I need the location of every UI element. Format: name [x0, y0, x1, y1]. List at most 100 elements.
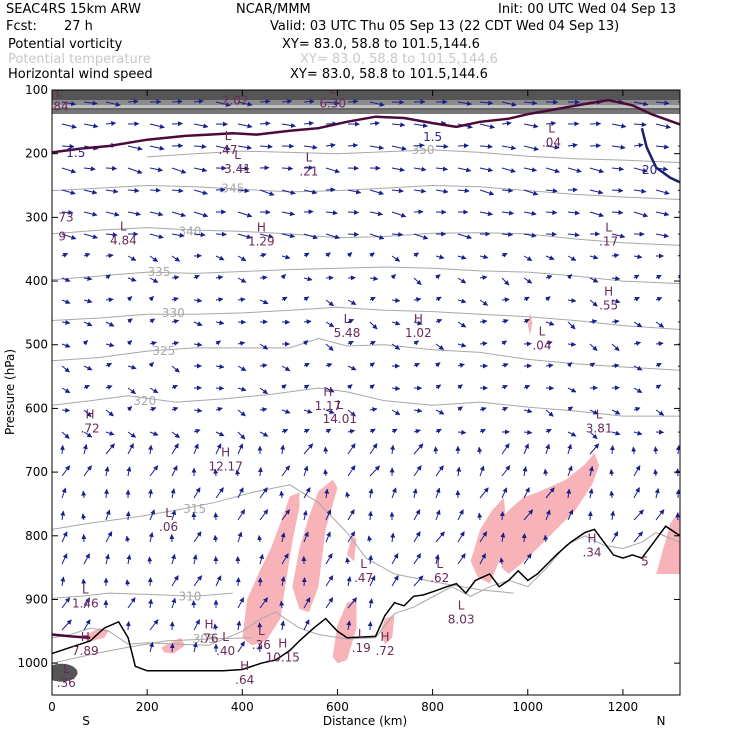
- wind-vector-204: [237, 123, 253, 129]
- theta-contour-320: [52, 387, 680, 417]
- wind-vector-588: [589, 362, 596, 368]
- wind-vector-153: [193, 144, 207, 150]
- upper-shade-band-3: [52, 90, 680, 100]
- wind-vector-412: [413, 320, 423, 326]
- wind-vector-433: [435, 274, 441, 280]
- wind-vector-243: [259, 407, 268, 413]
- wind-vector-353: [346, 620, 352, 631]
- wind-vector-39: [83, 409, 92, 418]
- wind-vector-569: [567, 387, 577, 393]
- wind-vector-500: [501, 297, 510, 303]
- wind-vector-490: [479, 553, 486, 565]
- wind-vector-335: [347, 231, 360, 237]
- wind-vector-599: [611, 166, 624, 172]
- wind-vector-669: [677, 343, 680, 345]
- wind-vector-390: [391, 343, 401, 350]
- wind-vector-311: [325, 233, 341, 240]
- wind-vector-646: [655, 274, 662, 280]
- wind-vector-299: [302, 510, 308, 521]
- wind-vector-307: [325, 142, 336, 148]
- wind-vector-521: [523, 277, 533, 284]
- wind-vector-579: [589, 167, 605, 174]
- wind-vector-496: [501, 210, 515, 216]
- wind-vector-319: [325, 409, 335, 414]
- wind-vector-647: [655, 297, 663, 302]
- wind-vector-220: [235, 469, 241, 477]
- wind-vector-613: [609, 469, 615, 477]
- wind-vector-354: [369, 101, 385, 107]
- wind-vector-624: [633, 254, 643, 260]
- wind-vector-359: [369, 211, 383, 217]
- wind-vector-439: [435, 409, 445, 415]
- wind-vector-429: [435, 188, 449, 194]
- y-axis-title: Pressure (hPa): [3, 349, 17, 435]
- wind-vector-372: [368, 488, 374, 499]
- wind-vector-296: [303, 443, 314, 455]
- wind-vector-165: [193, 408, 203, 413]
- wind-vector-105: [149, 233, 164, 239]
- wind-vector-15: [61, 431, 70, 439]
- wind-vector-549: [545, 409, 554, 417]
- wind-vector-135: [171, 319, 180, 324]
- theta-contour-350: [147, 149, 680, 164]
- wind-vector-417: [413, 429, 421, 434]
- wind-vector-35: [83, 321, 93, 327]
- y-tick-label-700: 700: [25, 465, 48, 479]
- center-title: NCAR/MMM: [236, 2, 311, 17]
- wind-vector-600: [611, 187, 624, 193]
- wind-vector-667: [677, 299, 680, 303]
- wind-vector-270: [281, 429, 289, 434]
- field-xy-pv: XY= 83.0, 58.8 to 101.5,144.6: [282, 37, 480, 52]
- wind-vector-214: [237, 341, 246, 346]
- wind-vector-142: [171, 465, 178, 477]
- wind-vector-157: [193, 232, 206, 238]
- wind-vector-341: [347, 365, 357, 371]
- wind-vector-550: [545, 428, 552, 434]
- wind-vector-125: [171, 99, 183, 105]
- wind-vector-620: [633, 167, 648, 173]
- wind-vector-221: [237, 487, 244, 499]
- wind-vector-522: [523, 296, 530, 302]
- wind-vector-567: [567, 341, 577, 347]
- wind-vector-546: [545, 340, 553, 346]
- wind-vector-58: [105, 274, 111, 280]
- wind-vector-670: [677, 365, 680, 367]
- wind-vector-230: [259, 121, 271, 127]
- wind-vector-66: [105, 443, 115, 455]
- wind-vector-304: [303, 619, 310, 631]
- wind-vector-118: [149, 509, 155, 521]
- high-low-labels: L.84L.47L3.41L.21L.04L4.84H1.29L.17H.55L…: [52, 90, 649, 690]
- wind-vector-408: [413, 233, 429, 240]
- wind-vector-329: [347, 99, 359, 105]
- wind-vector-575: [567, 509, 574, 521]
- wind-vector-395: [390, 444, 396, 455]
- wind-vector-51: [105, 120, 117, 126]
- wind-vector-331: [347, 142, 359, 148]
- hl-letter-17: L: [165, 506, 172, 520]
- wind-vector-666: [677, 274, 680, 280]
- wind-vector-269: [281, 409, 291, 414]
- wind-vector-370: [369, 443, 378, 455]
- wind-vector-93: [125, 511, 131, 521]
- pv-region-plume-a: [242, 492, 300, 646]
- wind-vector-382: [391, 167, 405, 172]
- wind-vector-562: [567, 232, 580, 238]
- wind-vector-427: [435, 143, 449, 149]
- wind-vector-128: [171, 167, 187, 174]
- wind-contour-label: 20: [642, 163, 657, 177]
- axis-label-south: S: [82, 714, 90, 728]
- wind-vector-248: [259, 509, 269, 521]
- wind-vector-207: [237, 188, 250, 194]
- wind-vector-363: [369, 296, 376, 302]
- wind-vector-223: [237, 531, 243, 543]
- wind-vector-2: [61, 143, 75, 149]
- wind-vector-41: [82, 444, 88, 455]
- axes: 100 200 300 400 500 600 700 800 900 1000 0 200 400 60…: [17, 83, 680, 714]
- wind-vector-314: [325, 299, 334, 307]
- hl-value-16: 12.17: [208, 460, 242, 474]
- wind-vector-18: [61, 487, 67, 499]
- wind-vector-590: [589, 409, 599, 415]
- wind-vector-507: [501, 443, 510, 455]
- wind-vector-385: [391, 231, 404, 237]
- wind-vector-393: [391, 409, 401, 416]
